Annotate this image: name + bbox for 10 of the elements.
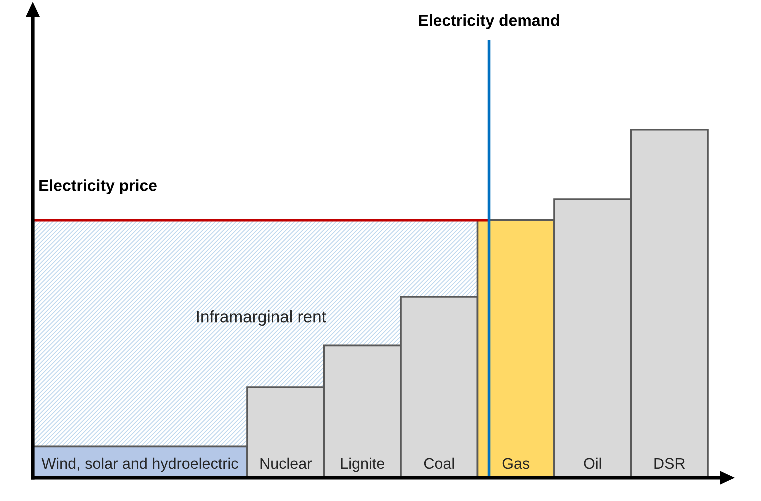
ref-line-label: Electricity demand [419,14,560,30]
x-tick-label: Nuclear [260,458,312,470]
x-tick-label: Lignite [341,458,384,472]
x-tick-label: Coal [424,458,454,470]
x-tick-label: DSR [654,458,686,470]
x-tick-label: Oil [584,458,602,470]
x-tick-label: Wind, solar and hydroelectric [42,458,238,472]
ref-line-label: Electricity price [40,180,157,194]
band-label: Inframarginal rent [197,310,326,326]
x-tick-label: Gas [502,458,530,470]
